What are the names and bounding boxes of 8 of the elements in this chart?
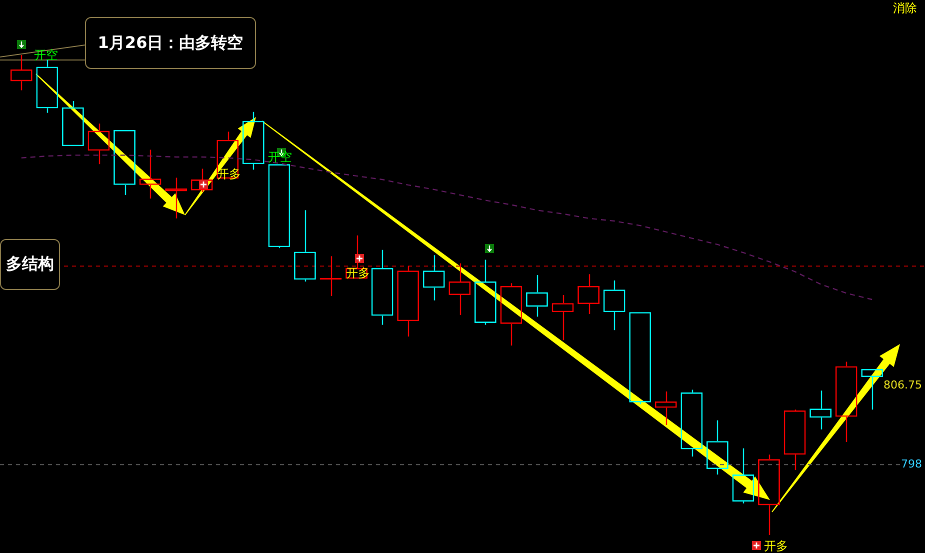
text: 消除 [893, 0, 917, 17]
annotation: 开空 [268, 149, 292, 166]
annotation: 1月26日：由多转空 [85, 17, 256, 69]
annotation: 开多 [764, 538, 788, 553]
annotation: 多结构 [0, 239, 60, 290]
y-tick-label: 806.75 [884, 378, 922, 392]
y-tick-label: 798 [901, 457, 922, 470]
annotation: 开空 [34, 47, 58, 64]
